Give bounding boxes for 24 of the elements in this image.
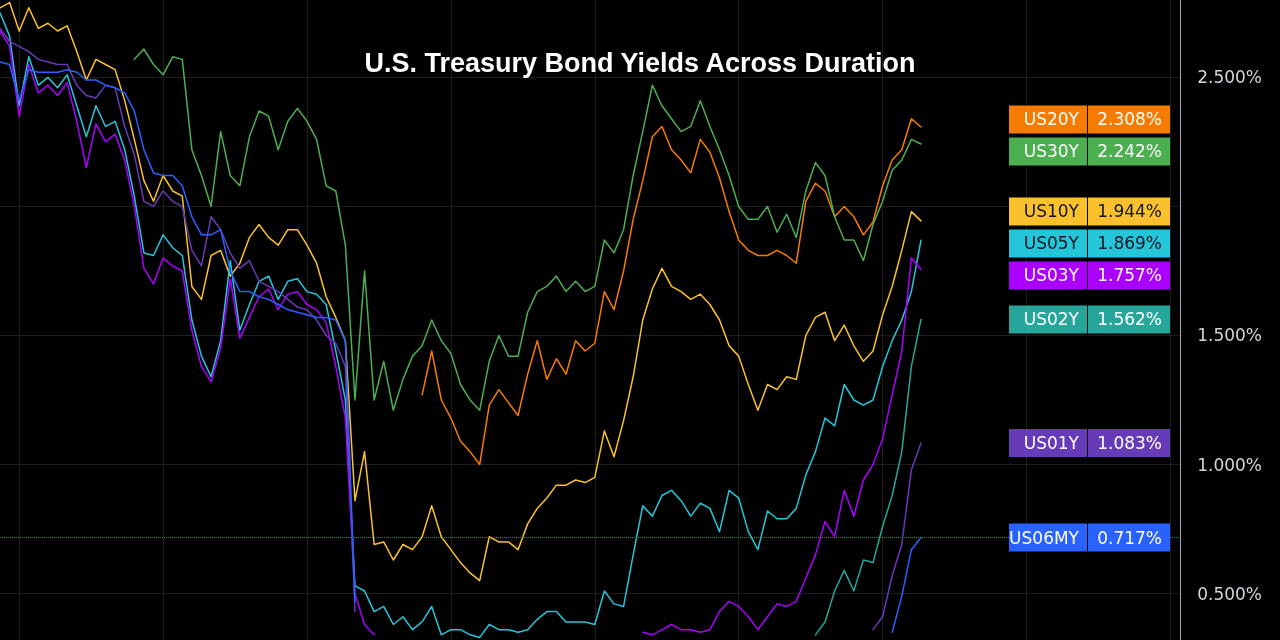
legend-label: US20Y [1023, 109, 1080, 130]
annotation: 0.717% [1097, 527, 1162, 548]
legend-label: US10Y [1023, 201, 1080, 222]
annotation: 1.944% [1097, 201, 1162, 222]
y-tick-label: 1.000% [1197, 454, 1262, 475]
legend-label: US01Y [1023, 433, 1080, 454]
annotation: 1.083% [1097, 433, 1162, 454]
annotation: 2.242% [1097, 141, 1162, 162]
legend-label: US02Y [1023, 309, 1080, 330]
y-tick-label: 1.500% [1197, 325, 1262, 346]
text: U.S. Treasury Bond Yields Across Duration [364, 47, 916, 78]
line-series [814, 318, 922, 636]
legend-label: US30Y [1023, 141, 1080, 162]
legend-label: US06MY [1009, 527, 1080, 548]
legend-label: US05Y [1023, 233, 1080, 254]
annotation: 2.308% [1097, 109, 1162, 130]
annotation: 1.562% [1097, 309, 1162, 330]
y-tick-label: 0.500% [1197, 583, 1262, 604]
annotation: 1.869% [1097, 233, 1162, 254]
legend-label: US03Y [1023, 265, 1080, 286]
line-series [421, 117, 922, 466]
annotation: 1.757% [1097, 265, 1162, 286]
y-tick-label: 2.500% [1197, 67, 1262, 88]
line-series [133, 48, 922, 412]
